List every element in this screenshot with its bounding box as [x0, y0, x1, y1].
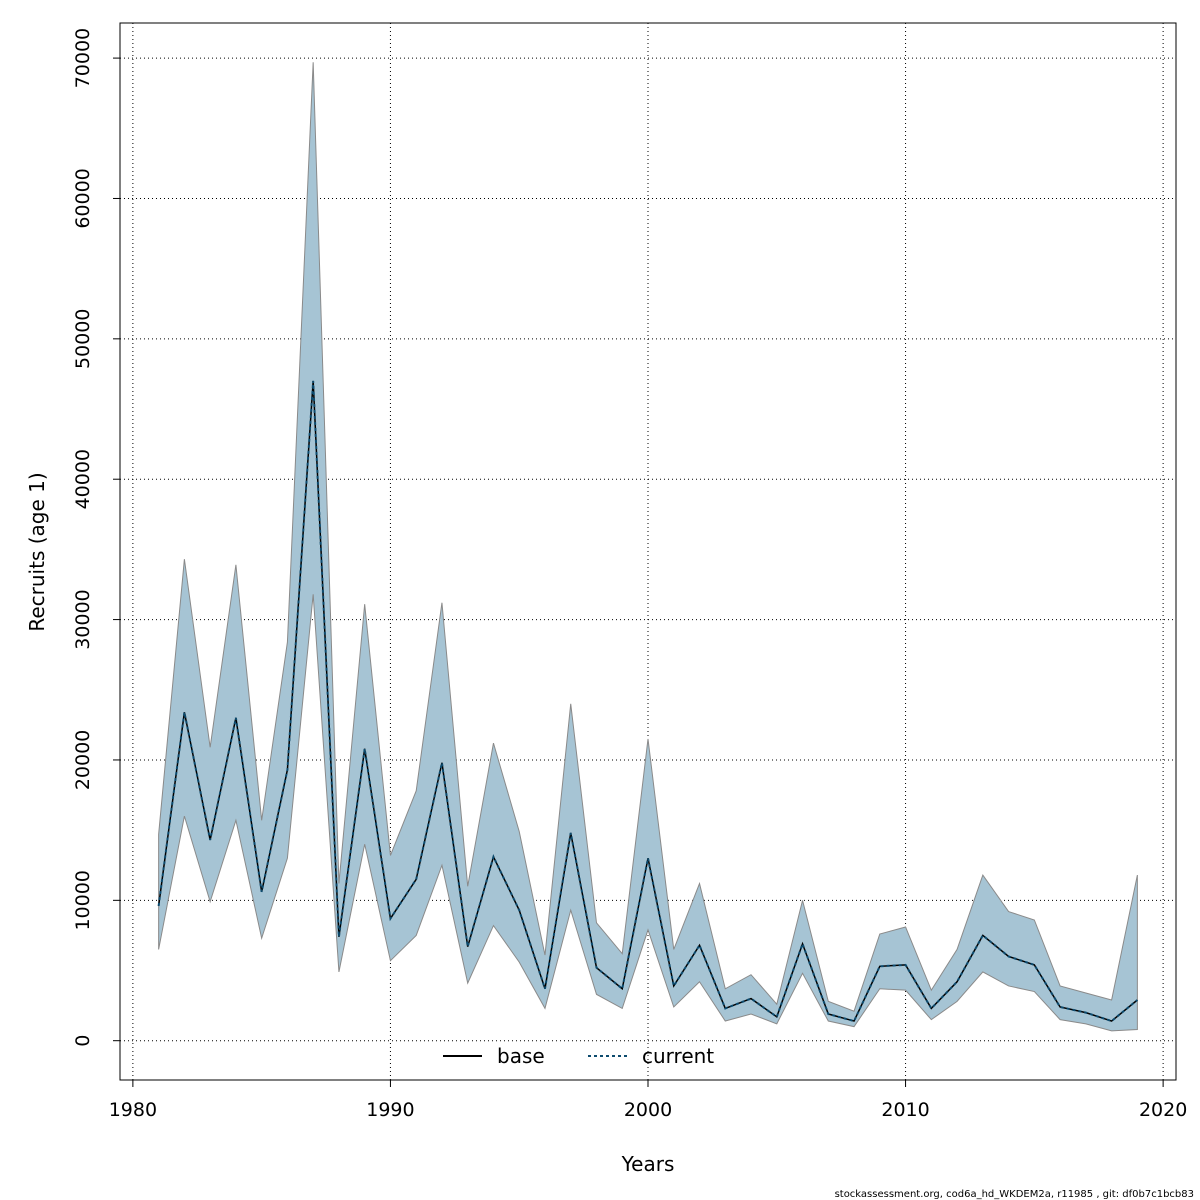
x-tick-label: 2010 — [881, 1099, 929, 1121]
x-tick-label: 2020 — [1139, 1099, 1187, 1121]
legend: base current — [443, 1044, 714, 1068]
y-tick-label: 50000 — [72, 309, 94, 369]
x-axis-title: Years — [621, 1152, 675, 1176]
y-tick-label: 40000 — [72, 449, 94, 509]
footer-credit: stockassessment.org, cod6a_hd_WKDEM2a, r… — [835, 1189, 1194, 1200]
series-layer — [157, 380, 1139, 1023]
series-line-current — [157, 380, 1139, 1023]
y-tick-label: 20000 — [72, 730, 94, 790]
axes: 1980 1990 2000 2010 2020 0 10000 20000 30000 4000… — [72, 28, 1187, 1121]
grid — [120, 23, 1176, 1080]
legend-label-base: base — [497, 1044, 545, 1068]
confidence-band — [158, 62, 1138, 1032]
confidence-band-layer — [158, 62, 1138, 1032]
x-tick-label: 2000 — [624, 1099, 672, 1121]
y-tick-label: 70000 — [72, 28, 94, 88]
y-tick-label: 0 — [72, 1035, 94, 1047]
y-axis-title: Recruits (age 1) — [25, 472, 49, 631]
y-tick-label: 60000 — [72, 168, 94, 228]
x-tick-label: 1990 — [366, 1099, 414, 1121]
y-tick-label: 30000 — [72, 589, 94, 649]
legend-label-current: current — [642, 1044, 714, 1068]
y-tick-label: 10000 — [72, 870, 94, 930]
x-tick-label: 1980 — [109, 1099, 157, 1121]
